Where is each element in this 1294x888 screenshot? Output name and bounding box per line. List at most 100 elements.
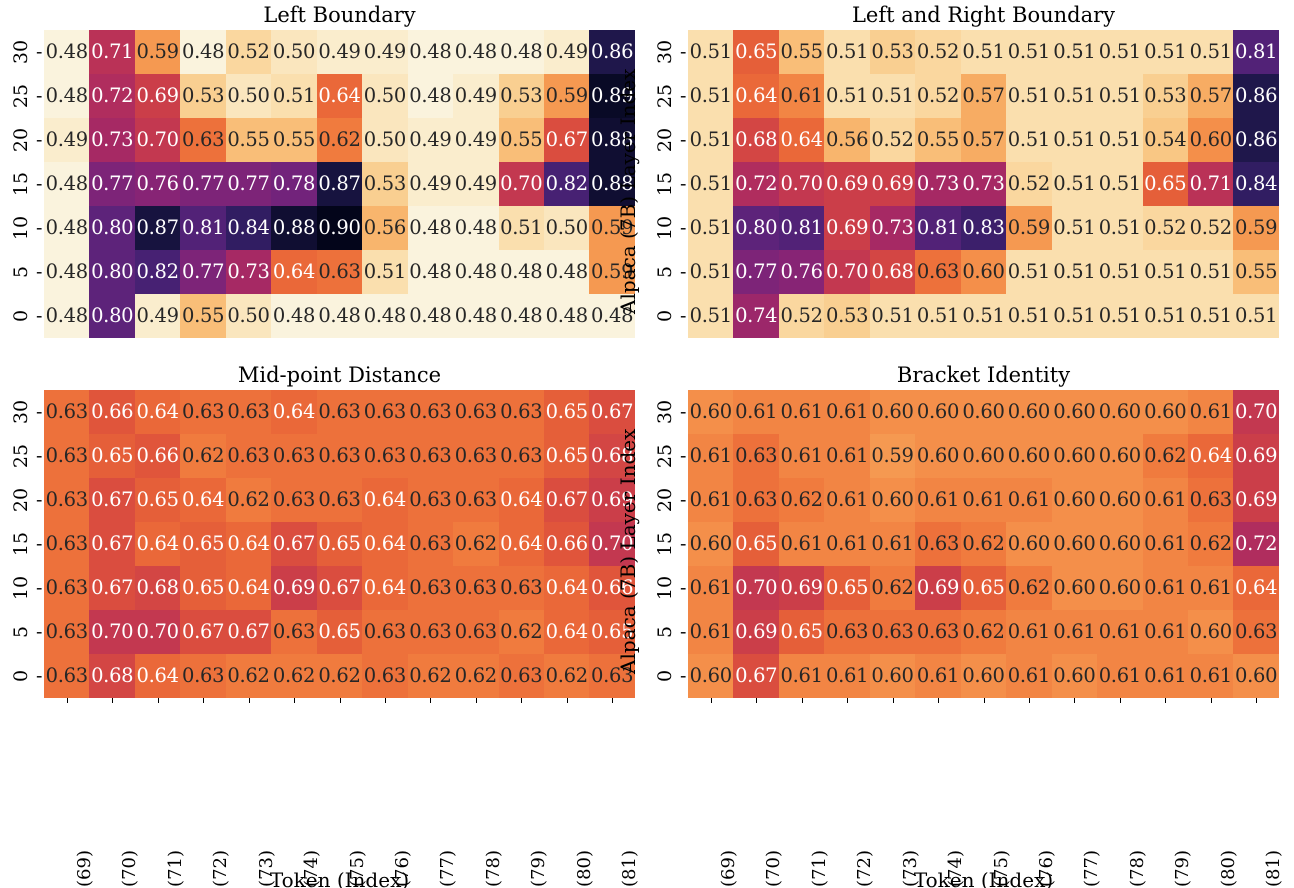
heatmap-cell: 0.64 [362,478,408,522]
heatmap-cell: 0.61 [778,390,825,434]
heatmap-cell: 0.64 [543,566,590,610]
heatmap-cell: 0.68 [89,654,135,698]
y-tick-value: 20 [654,487,676,513]
heatmap-cell: 0.65 [543,390,590,434]
heatmap-cell: 0.63 [44,478,90,522]
heatmap-cell: 0.59 [589,206,635,250]
x-tick-mark [938,698,940,703]
heatmap-cell: 0.61 [1187,390,1234,434]
heatmap-cell: 0.51 [1097,74,1143,118]
y-tick-mark: - [36,261,43,283]
y-tick-label: 15 [4,530,38,558]
heatmap-cell: 0.51 [1187,250,1234,294]
heatmap-cell: 0.55 [498,118,544,162]
heatmap-cell: 0.65 [316,610,363,654]
heatmap-cell: 0.52 [1006,162,1052,206]
heatmap-cell: 0.48 [589,294,635,338]
y-tick-mark: - [36,533,43,555]
y-tick-mark: - [36,85,43,107]
heatmap-cell: 0.52 [225,30,272,74]
heatmap-cell: 0.61 [1097,610,1143,654]
y-tick-value: 0 [10,309,32,323]
heatmap-cell: 0.67 [271,522,317,566]
heatmap-cell: 0.76 [778,250,825,294]
heatmap-cell: 0.49 [453,118,499,162]
y-tick-value: 25 [654,443,676,469]
heatmap-cell: 0.51 [1097,294,1143,338]
heatmap-cell: 0.48 [44,162,90,206]
heatmap-panel-2: Mid-point Distance 0.63 0.66 0.64 0.63 0.63 0.… [10,363,640,888]
heatmap-cell: 0.63 [453,434,499,478]
heatmap-cell: 0.70 [778,162,825,206]
heatmap-cell: 0.51 [1097,206,1143,250]
heatmap-cell: 0.63 [44,610,90,654]
heatmap-cell: 0.64 [134,522,181,566]
heatmap-cell: 0.51 [1051,118,1098,162]
heatmap-cell: 0.62 [316,118,363,162]
heatmap-cell: 0.63 [589,654,635,698]
heatmap-cell: 0.60 [960,434,1007,478]
heatmap-cell: 0.61 [824,478,870,522]
heatmap-cell: 0.51 [869,74,916,118]
heatmap-cell: 0.60 [1233,654,1279,698]
heatmap-cell: 0.77 [733,250,779,294]
heatmap-panel-1: Left and Right Boundary 0.51 0.65 0.55 0.51 0… [616,3,1279,338]
y-tick-mark: - [680,173,687,195]
heatmap-cell: 0.63 [271,434,317,478]
heatmap-cell: 0.64 [362,566,408,610]
y-tick-mark: - [680,129,687,151]
heatmap-cell: 0.90 [316,206,363,250]
heatmap-cell: 0.82 [134,250,181,294]
heatmap-cell: 0.48 [453,250,499,294]
heatmap-cell: 0.65 [733,30,779,74]
heatmap-cell: 0.61 [1187,654,1234,698]
heatmap-cell: 0.69 [778,566,825,610]
y-tick-label: 20 [4,486,38,514]
y-tick-value: 5 [10,265,32,279]
y-tick-value: 25 [10,83,32,109]
heatmap-cell: 0.63 [362,434,408,478]
heatmap-cell: 0.67 [733,654,779,698]
heatmap-cell: 0.52 [1187,206,1234,250]
heatmap-cell: 0.65 [733,522,779,566]
heatmap-cell: 0.51 [688,74,734,118]
heatmap-cell: 0.69 [1233,478,1279,522]
heatmap-cell: 0.67 [89,522,135,566]
heatmap-cell: 0.51 [498,206,544,250]
heatmap-cell: 0.51 [1142,30,1188,74]
heatmap-cell: 0.74 [733,294,779,338]
y-tick-label: 0 [648,662,682,690]
heatmap-grid: 0.48 0.71 0.59 0.48 0.52 0.50 0.49 0.49 0.48 0.48… [44,30,635,338]
x-tick-mark [801,698,803,703]
heatmap-cell: 0.86 [1233,118,1279,162]
heatmap-cell: 0.67 [543,118,590,162]
x-tick-mark [847,698,849,703]
heatmap-cell: 0.62 [960,610,1007,654]
heatmap-cell: 0.88 [589,118,635,162]
x-tick-mark [756,698,758,703]
heatmap-cell: 0.63 [824,610,870,654]
heatmap-cell: 0.63 [44,522,90,566]
heatmap-cell: 0.49 [453,162,499,206]
x-tick-mark [475,698,477,703]
heatmap-cell: 0.55 [180,294,226,338]
heatmap-cell: 0.63 [733,478,779,522]
heatmap-cell: 0.60 [1051,478,1098,522]
heatmap-cell: 0.69 [134,74,181,118]
heatmap-cell: 0.63 [316,434,363,478]
heatmap-cell: 0.63 [498,390,544,434]
heatmap-cell: 0.65 [180,566,226,610]
heatmap-cell: 0.48 [362,294,408,338]
heatmap-cell: 0.63 [271,478,317,522]
y-tick-mark: - [680,261,687,283]
x-tick-mark [1119,698,1121,703]
heatmap-cell: 0.69 [733,610,779,654]
heatmap-cell: 0.62 [180,434,226,478]
heatmap-cell: 0.63 [453,390,499,434]
heatmap-cell: 0.70 [824,250,870,294]
heatmap-cell: 0.51 [915,294,961,338]
y-tick-mark: - [680,489,687,511]
y-tick-label: 5 [648,258,682,286]
heatmap-cell: 0.63 [407,434,454,478]
heatmap-cell: 0.64 [225,522,272,566]
